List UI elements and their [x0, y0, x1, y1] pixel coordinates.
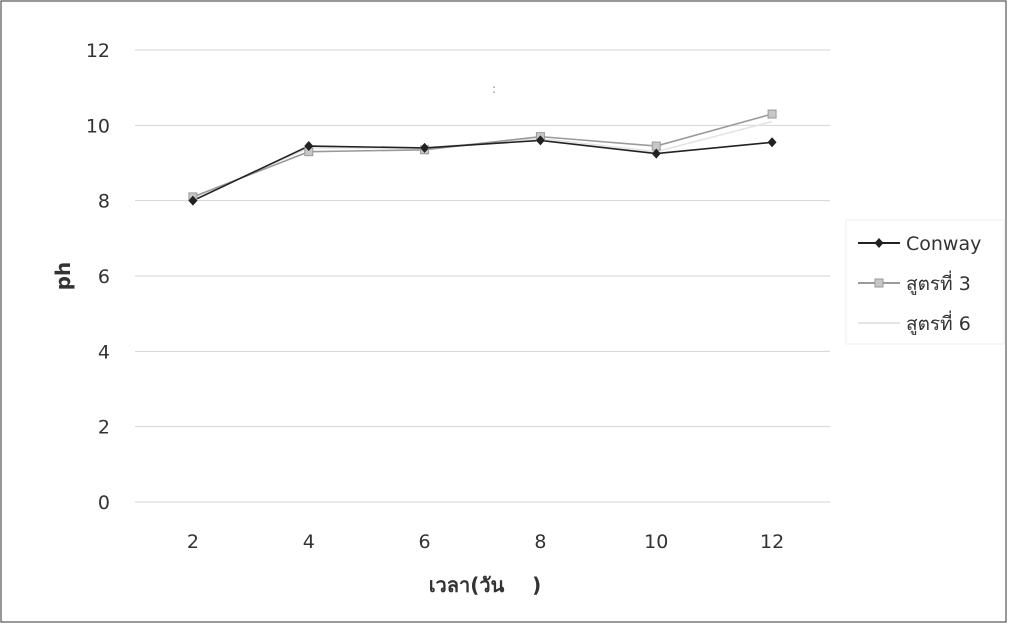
series-markers	[188, 109, 777, 206]
y-tick-label: 0	[98, 492, 110, 514]
x-tick-label: 10	[644, 531, 668, 553]
gridlines	[135, 49, 830, 503]
x-axis-title: เวลา(วัน )	[429, 573, 542, 597]
y-tick-label: 8	[98, 191, 110, 213]
y-tick-label: 4	[98, 341, 110, 363]
x-tick-label: 12	[760, 531, 784, 553]
y-tick-labels: 0 2 4 6 8 10 12	[86, 40, 110, 514]
y-tick-label: 2	[98, 417, 110, 439]
y-axis-title: ph	[51, 262, 75, 291]
x-tick-label: 4	[303, 531, 315, 553]
legend-label: สูตรที่ 6	[906, 310, 971, 335]
x-tick-labels: 2 4 6 8 10 12	[187, 531, 784, 553]
y-tick-label: 10	[86, 115, 110, 137]
legend: Conway สูตรที่ 3 สูตรที่ 6	[845, 219, 1005, 345]
y-tick-label: 12	[86, 40, 110, 62]
stray-mark: :	[492, 82, 496, 96]
x-tick-label: 8	[534, 531, 546, 553]
x-tick-label: 6	[419, 531, 431, 553]
series-line	[192, 113, 773, 198]
data-point	[420, 142, 430, 153]
y-tick-label: 6	[98, 266, 110, 288]
data-point	[304, 141, 314, 152]
data-point	[767, 137, 777, 148]
data-point	[535, 135, 545, 146]
legend-swatch-marker	[874, 238, 884, 248]
series-line	[192, 139, 773, 202]
legend-swatch-marker	[874, 278, 884, 288]
legend-label: สูตรที่ 3	[906, 270, 971, 295]
series-lines	[192, 113, 773, 202]
data-point	[767, 109, 777, 119]
data-point	[651, 148, 661, 159]
x-tick-label: 2	[187, 531, 199, 553]
legend-label: Conway	[906, 233, 981, 255]
data-point	[188, 195, 198, 206]
